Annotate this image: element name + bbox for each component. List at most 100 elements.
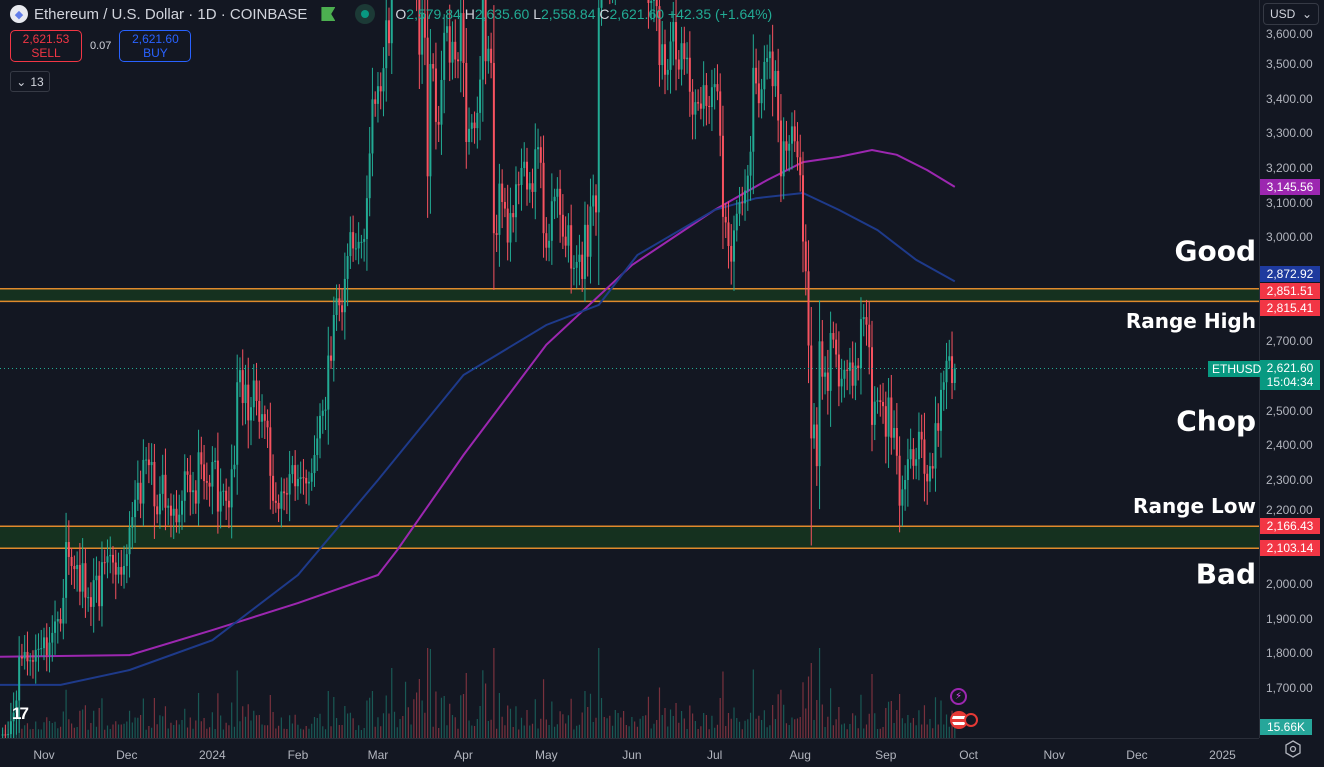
candle-body bbox=[835, 339, 838, 355]
volume-bar bbox=[581, 712, 583, 738]
price-tick-label: 2,400.00 bbox=[1266, 438, 1313, 453]
volume-bar bbox=[59, 726, 62, 738]
candle-body bbox=[23, 651, 26, 659]
candle-body bbox=[258, 400, 261, 422]
candle-body bbox=[570, 225, 573, 269]
candle-body bbox=[128, 527, 131, 555]
volume-bar bbox=[937, 724, 939, 738]
volume-bar bbox=[653, 723, 655, 738]
chart-annotation-text[interactable]: Range Low bbox=[1133, 494, 1256, 518]
tradingview-logo[interactable]: 17 bbox=[12, 704, 29, 723]
candle-body bbox=[876, 400, 879, 402]
volume-bar bbox=[813, 720, 815, 738]
volume-bar bbox=[335, 718, 338, 738]
symbol-title[interactable]: Ethereum / U.S. Dollar · 1D · COINBASE bbox=[34, 5, 308, 23]
candle-body bbox=[332, 314, 335, 361]
volume-bar bbox=[943, 724, 945, 738]
volume-bar bbox=[209, 727, 211, 738]
price-chart[interactable] bbox=[0, 0, 1259, 738]
support-resistance-zones bbox=[0, 288, 1259, 549]
volume-bar bbox=[275, 728, 277, 738]
volume-bar bbox=[865, 724, 868, 738]
volume-bar bbox=[507, 705, 509, 738]
volume-bar bbox=[785, 723, 788, 738]
currency-select[interactable]: USD ⌄ bbox=[1263, 3, 1319, 25]
volume-bar bbox=[382, 713, 385, 738]
volume-bar bbox=[377, 717, 379, 738]
candle-body bbox=[895, 428, 898, 456]
time-axis[interactable] bbox=[0, 738, 1259, 767]
candle-body bbox=[691, 91, 694, 115]
chart-annotation-text[interactable]: Chop bbox=[1176, 404, 1256, 438]
volume-bar bbox=[780, 689, 782, 738]
volume-bar bbox=[197, 693, 200, 738]
spread: 0.07 bbox=[90, 40, 112, 52]
moving-average-line bbox=[0, 191, 956, 686]
volume-bar bbox=[164, 706, 167, 738]
candle-body bbox=[48, 642, 51, 656]
candle-body bbox=[796, 141, 799, 158]
candle-body bbox=[724, 216, 727, 223]
volume-bar bbox=[551, 701, 553, 738]
candle-body bbox=[443, 32, 446, 80]
volume-bar bbox=[520, 717, 523, 738]
volume-bar bbox=[526, 710, 528, 738]
candle-body bbox=[854, 365, 857, 386]
lightning-event-icon[interactable]: ⚡ bbox=[950, 688, 967, 705]
candle-body bbox=[887, 397, 890, 437]
candle-body bbox=[848, 362, 851, 371]
volume-bar bbox=[794, 719, 796, 738]
volume-bar bbox=[747, 719, 749, 738]
candle-body bbox=[846, 369, 849, 371]
volume-bar bbox=[123, 723, 125, 738]
candle-body bbox=[236, 382, 239, 465]
time-tick-label: Nov bbox=[33, 748, 55, 762]
candle-body bbox=[479, 79, 482, 113]
candle-body bbox=[354, 248, 357, 250]
symbol-price-tag: ETHUSD bbox=[1208, 360, 1266, 377]
last-price-badge: 2,621.60 15:04:34 bbox=[1260, 359, 1320, 390]
symbol-header[interactable]: ◆ Ethereum / U.S. Dollar · 1D · COINBASE… bbox=[10, 4, 772, 24]
volume-bar bbox=[104, 729, 106, 738]
volume-bar bbox=[451, 715, 454, 738]
candle-body bbox=[87, 597, 90, 599]
candle-body bbox=[319, 415, 321, 439]
candle-body bbox=[777, 70, 780, 121]
chart-annotation-text[interactable]: Good bbox=[1174, 234, 1257, 268]
candle-body bbox=[868, 324, 871, 348]
candle-body bbox=[948, 356, 951, 361]
candle-body bbox=[161, 474, 164, 494]
candle-body bbox=[376, 86, 379, 104]
candle-body bbox=[225, 490, 228, 501]
buy-button[interactable]: 2,621.60 BUY bbox=[119, 30, 192, 62]
volume-bar bbox=[120, 724, 122, 738]
candle-body bbox=[586, 224, 589, 257]
chart-annotation-text[interactable]: Bad bbox=[1195, 557, 1256, 591]
candle-body bbox=[550, 201, 553, 241]
candle-body bbox=[813, 424, 816, 439]
indicators-toggle-button[interactable]: ⌄ 13 bbox=[10, 71, 50, 92]
volume-bar bbox=[115, 721, 117, 738]
candle-body bbox=[307, 481, 310, 484]
volume-bar bbox=[915, 725, 917, 738]
volume-bar bbox=[253, 710, 255, 738]
chart-annotation-text[interactable]: Range High bbox=[1125, 308, 1256, 333]
settings-gear-icon[interactable] bbox=[1284, 740, 1302, 758]
volume-bar bbox=[217, 693, 219, 738]
volume-bar bbox=[722, 671, 724, 738]
sell-button[interactable]: 2,621.53 SELL bbox=[10, 30, 82, 62]
volume-bar bbox=[211, 712, 213, 738]
volume-bar bbox=[255, 715, 258, 738]
candle-body bbox=[592, 195, 595, 207]
candle-body bbox=[374, 99, 377, 104]
volume-bar bbox=[887, 701, 890, 738]
candle-body bbox=[103, 562, 106, 564]
volume-bar bbox=[901, 718, 903, 738]
candle-body bbox=[818, 341, 821, 467]
volume-bar bbox=[311, 723, 313, 738]
volume-bar bbox=[565, 723, 567, 738]
flag-icon[interactable] bbox=[321, 7, 336, 21]
volume-bar bbox=[68, 719, 70, 738]
candle-body bbox=[710, 87, 713, 107]
event-marker-icon[interactable] bbox=[964, 713, 978, 727]
